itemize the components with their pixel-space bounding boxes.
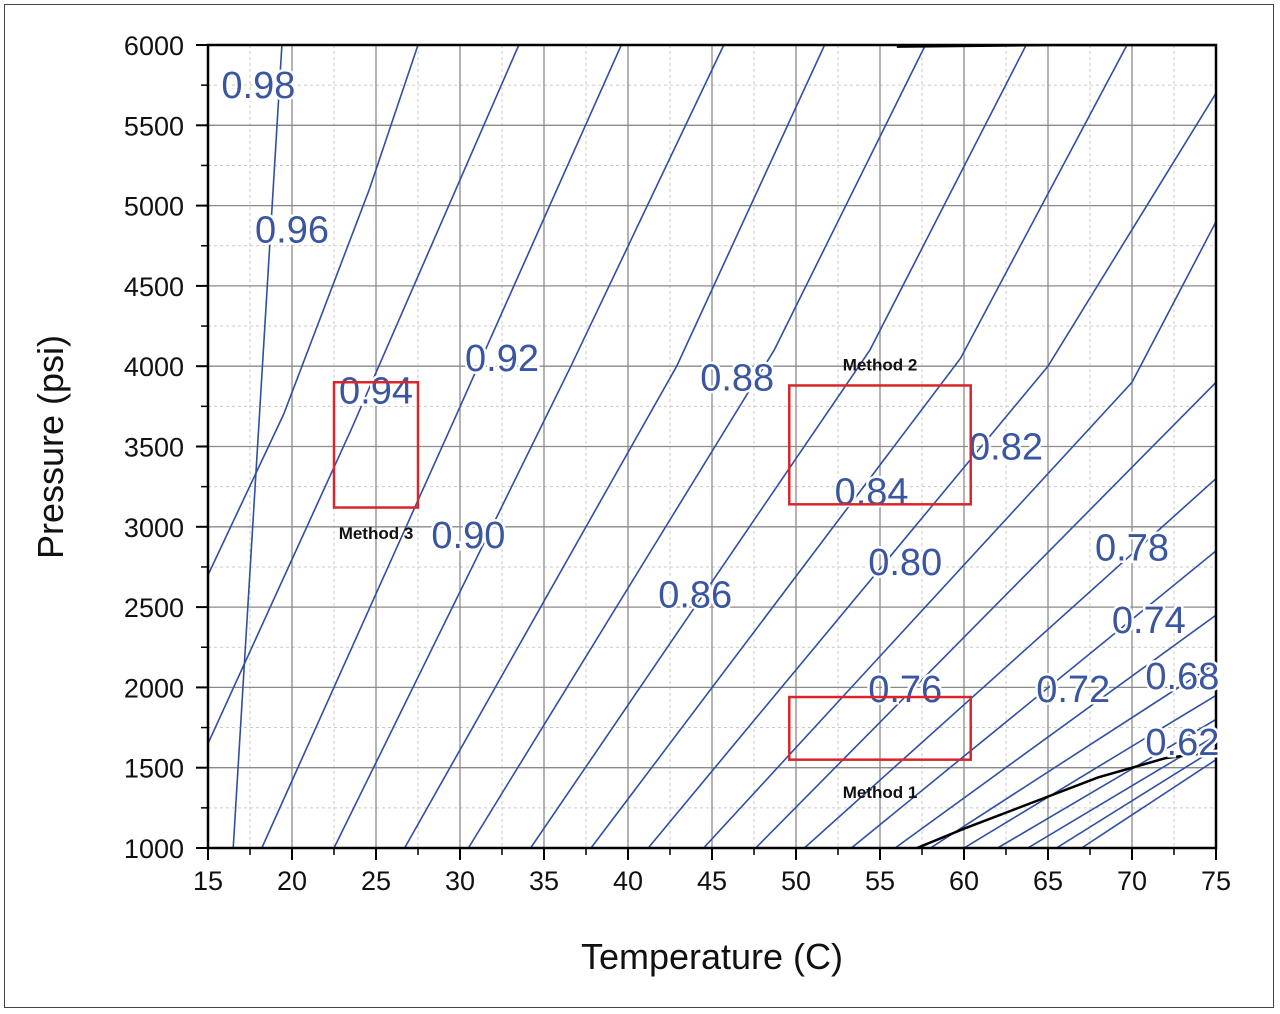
contour-label-0-98: 0.98 xyxy=(221,65,295,107)
y-tick-label: 4000 xyxy=(124,352,184,382)
y-tick-label: 3000 xyxy=(124,513,184,543)
major-grid xyxy=(208,45,1216,848)
contour-line-7 xyxy=(467,45,927,848)
y-tick-label: 2500 xyxy=(124,593,184,623)
method-1-label: Method 1 xyxy=(843,783,918,802)
boundary-curve-1 xyxy=(916,750,1216,848)
x-tick-label: 45 xyxy=(697,866,727,896)
contour-label-0-92: 0.92 xyxy=(465,338,539,380)
contour-line-9 xyxy=(590,45,1128,848)
x-tick-label: 55 xyxy=(865,866,895,896)
y-tick-label: 5500 xyxy=(124,111,184,141)
x-tick-label: 30 xyxy=(445,866,475,896)
contour-line-18 xyxy=(997,718,1216,848)
contour-line-1 xyxy=(232,45,283,848)
x-tick-label: 70 xyxy=(1117,866,1147,896)
contour-line-2 xyxy=(208,45,419,576)
contour-label-0-62: 0.62 xyxy=(1145,722,1219,764)
method-3-box xyxy=(332,381,420,509)
x-tick-label: 75 xyxy=(1201,866,1231,896)
contour-line-21 xyxy=(1081,759,1216,848)
x-tick-label: 65 xyxy=(1033,866,1063,896)
contour-line-14 xyxy=(850,550,1216,848)
y-tick-label: 4500 xyxy=(124,272,184,302)
y-tick-label: 6000 xyxy=(124,31,184,61)
x-tick-label: 20 xyxy=(277,866,307,896)
contour-label-0-84: 0.84 xyxy=(835,471,909,513)
figure-frame: 15 20 25 30 35 40 45 50 55 60 65 70 75 1000 1500 2000 2… xyxy=(4,4,1274,1008)
method-3-label: Method 3 xyxy=(339,524,414,543)
method-1-box xyxy=(788,695,972,761)
contour-label-0-82: 0.82 xyxy=(969,427,1043,469)
contour-line-3 xyxy=(208,45,520,744)
contour-line-11 xyxy=(703,221,1216,848)
contour-lines xyxy=(208,45,1216,848)
contour-line-15 xyxy=(894,614,1216,848)
contour-label-0-78: 0.78 xyxy=(1095,528,1169,570)
contour-label-0-86: 0.86 xyxy=(658,574,732,616)
contour-line-17 xyxy=(963,694,1216,848)
contour-label-0-68: 0.68 xyxy=(1145,656,1219,698)
contour-line-13 xyxy=(803,478,1216,848)
contour-line-12 xyxy=(755,381,1216,848)
contour-line-5 xyxy=(333,45,725,848)
contour-label-0-72: 0.72 xyxy=(1036,669,1110,711)
contour-chart: 15 20 25 30 35 40 45 50 55 60 65 70 75 1000 1500 2000 2… xyxy=(30,31,1231,977)
contour-line-10 xyxy=(647,92,1216,848)
x-tick-label: 50 xyxy=(781,866,811,896)
contour-line-16 xyxy=(929,662,1216,848)
axis-ticks xyxy=(196,44,1217,860)
contour-label-0-90: 0.90 xyxy=(431,515,505,557)
method-2-box xyxy=(788,384,972,506)
x-tick-label: 35 xyxy=(529,866,559,896)
y-axis-title: Pressure (psi) xyxy=(30,335,71,559)
contour-label-0-96: 0.96 xyxy=(255,210,329,252)
x-tick-label: 15 xyxy=(193,866,223,896)
y-tick-label: 3500 xyxy=(124,433,184,463)
contour-label-0-80: 0.80 xyxy=(868,542,942,584)
x-tick-labels: 15 20 25 30 35 40 45 50 55 60 65 70 75 xyxy=(193,866,1231,896)
method-2-label: Method 2 xyxy=(843,356,918,375)
x-axis-title: Temperature (C) xyxy=(581,936,843,977)
y-tick-label: 1000 xyxy=(124,834,184,864)
contour-line-19 xyxy=(1027,734,1216,848)
y-tick-label: 1500 xyxy=(124,754,184,784)
contour-line-6 xyxy=(403,45,826,848)
contour-label-0-74: 0.74 xyxy=(1112,600,1186,642)
contour-line-20 xyxy=(1055,747,1216,848)
x-tick-label: 40 xyxy=(613,866,643,896)
contour-line-8 xyxy=(529,45,1027,848)
y-tick-label: 2000 xyxy=(124,673,184,703)
contour-line-4 xyxy=(261,45,623,848)
contour-labels: 0.98 0.96 0.94 0.92 0.90 0.88 0.86 0.84 0.82 0.80… xyxy=(219,63,1222,767)
contour-label-0-94: 0.94 xyxy=(339,370,413,412)
method-regions: Method 3 Method 2 Method 1 xyxy=(332,356,972,802)
x-tick-label: 25 xyxy=(361,866,391,896)
contour-label-0-76: 0.76 xyxy=(868,669,942,711)
y-tick-label: 5000 xyxy=(124,192,184,222)
y-tick-labels: 1000 1500 2000 2500 3000 3500 4000 4500 5000 5500… xyxy=(124,31,184,864)
contour-label-0-88: 0.88 xyxy=(700,357,774,399)
x-tick-label: 60 xyxy=(949,866,979,896)
